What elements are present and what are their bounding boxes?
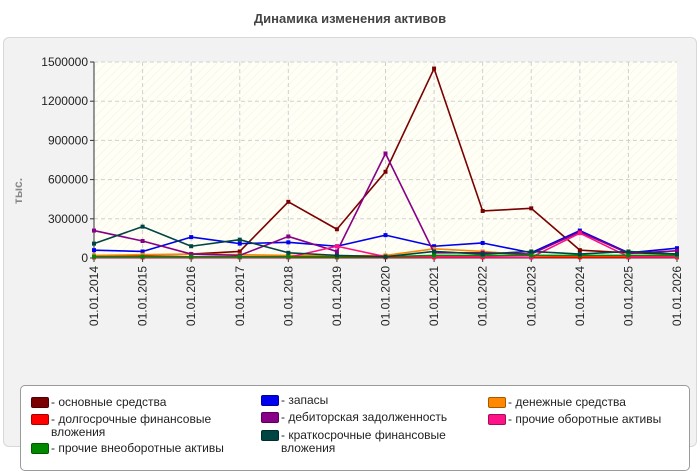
legend-swatch bbox=[31, 397, 49, 408]
y-tick-label: 900000 bbox=[48, 133, 88, 147]
legend-swatch bbox=[31, 443, 49, 454]
legend-label: - денежные средства bbox=[508, 395, 626, 409]
data-point bbox=[480, 208, 485, 213]
data-point bbox=[334, 227, 339, 232]
data-point bbox=[334, 244, 339, 249]
data-point bbox=[92, 254, 96, 259]
series-lines bbox=[92, 66, 679, 260]
x-tick-label: 01.01.2018 bbox=[281, 266, 295, 326]
plot-area: 0 300000 600000 900000 1200000 1500000 01.01.2… bbox=[11, 55, 684, 326]
chart-title: Динамика изменения активов bbox=[253, 11, 447, 26]
data-point bbox=[432, 66, 437, 71]
legend-swatch bbox=[261, 395, 279, 406]
data-point bbox=[286, 240, 291, 245]
legend-swatch bbox=[488, 397, 506, 408]
legend-swatch bbox=[261, 412, 279, 423]
data-point bbox=[189, 254, 194, 259]
legend-label: - прочие внеоборотные активы bbox=[51, 441, 224, 455]
legend-swatch bbox=[31, 414, 49, 425]
data-point bbox=[675, 246, 679, 251]
data-point bbox=[140, 239, 145, 244]
data-point bbox=[626, 249, 631, 254]
legend-label: - запасы bbox=[281, 393, 329, 407]
legend-swatch bbox=[488, 414, 506, 425]
tick-labels: 0 300000 600000 900000 1200000 1500000 01.01.2… bbox=[41, 55, 684, 326]
x-tick-label: 01.01.2015 bbox=[136, 266, 150, 326]
x-tick-label: 01.01.2014 bbox=[87, 266, 101, 326]
y-tick-label: 300000 bbox=[48, 212, 88, 226]
data-point bbox=[237, 237, 242, 242]
data-point bbox=[92, 228, 96, 233]
legend-label: - основные средства bbox=[51, 395, 167, 409]
data-point bbox=[334, 249, 339, 254]
data-point bbox=[140, 249, 145, 254]
legend-label: - краткосрочные финансовые вложения bbox=[281, 428, 446, 455]
x-tick-label: 01.01.2017 bbox=[233, 266, 247, 326]
x-tick-label: 01.01.2024 bbox=[573, 266, 587, 326]
x-tick-label: 01.01.2021 bbox=[427, 266, 441, 326]
data-point bbox=[480, 252, 485, 257]
data-point bbox=[189, 252, 194, 257]
data-point bbox=[432, 244, 437, 249]
data-point bbox=[237, 249, 242, 254]
data-point bbox=[334, 253, 339, 258]
data-point bbox=[286, 234, 291, 239]
data-point bbox=[189, 235, 194, 240]
chart-panel: 0 300000 600000 900000 1200000 1500000 01.01.2… bbox=[3, 37, 697, 471]
legend-label: - дебиторская задолженность bbox=[281, 410, 448, 424]
data-point bbox=[529, 253, 534, 258]
data-point bbox=[577, 248, 582, 253]
y-tick-label: 0 bbox=[81, 251, 88, 265]
data-point bbox=[626, 253, 631, 258]
x-tick-label: 01.01.2019 bbox=[330, 266, 344, 326]
data-point bbox=[92, 248, 96, 253]
data-point bbox=[92, 241, 96, 246]
data-point bbox=[529, 249, 534, 254]
x-tick-label: 01.01.2016 bbox=[184, 266, 198, 326]
data-point bbox=[432, 253, 437, 258]
data-point bbox=[383, 233, 388, 238]
y-tick-label: 600000 bbox=[48, 173, 88, 187]
data-point bbox=[286, 250, 291, 255]
data-point bbox=[140, 224, 145, 229]
data-point bbox=[432, 249, 437, 254]
data-point bbox=[529, 206, 534, 211]
data-point bbox=[480, 240, 485, 245]
data-point bbox=[237, 241, 242, 246]
x-tick-label: 01.01.2020 bbox=[379, 266, 393, 326]
y-tick-label: 1500000 bbox=[41, 55, 88, 69]
data-point bbox=[577, 231, 582, 236]
data-point bbox=[675, 248, 679, 253]
chart-legend: - основные средства - запасы - денежные ср… bbox=[20, 385, 690, 471]
data-point bbox=[383, 151, 388, 156]
y-axis-label: тыс. bbox=[11, 178, 25, 204]
x-tick-label: 01.01.2026 bbox=[670, 266, 684, 326]
x-tick-label: 01.01.2022 bbox=[476, 266, 490, 326]
legend-label: - долгосрочные финансовые вложения bbox=[51, 412, 212, 439]
x-tick-label: 01.01.2023 bbox=[524, 266, 538, 326]
legend-label: - прочие оборотные активы bbox=[508, 412, 662, 426]
y-tick-label: 1200000 bbox=[41, 94, 88, 108]
data-point bbox=[140, 254, 145, 259]
data-point bbox=[286, 199, 291, 204]
data-point bbox=[286, 254, 291, 259]
data-point bbox=[383, 169, 388, 174]
data-point bbox=[237, 254, 242, 259]
x-tick-label: 01.01.2025 bbox=[621, 266, 635, 326]
data-point bbox=[383, 254, 388, 259]
legend-swatch bbox=[261, 430, 279, 441]
data-point bbox=[189, 244, 194, 249]
data-point bbox=[432, 246, 437, 251]
data-point bbox=[675, 252, 679, 257]
data-point bbox=[577, 252, 582, 257]
